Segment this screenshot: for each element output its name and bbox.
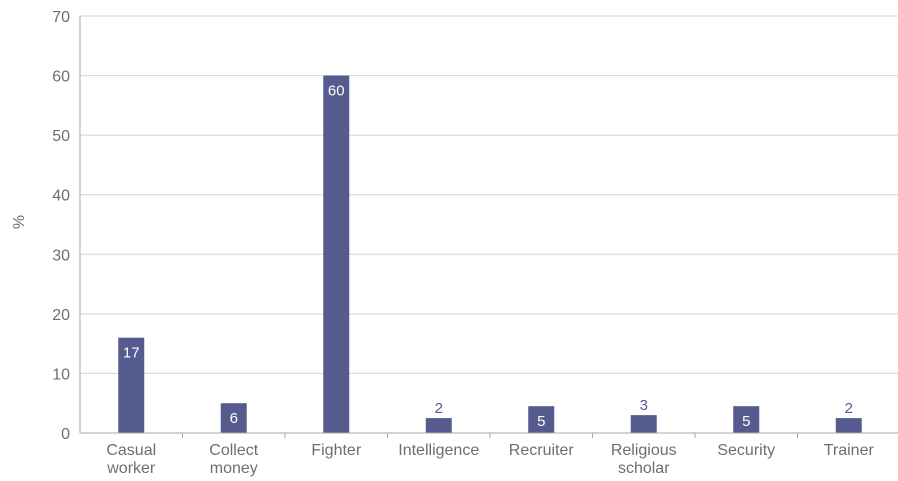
grid-lines xyxy=(80,15,898,374)
data-label: 5 xyxy=(742,413,750,430)
data-label: 2 xyxy=(435,400,443,417)
y-tick-label: 70 xyxy=(52,9,70,26)
x-tick-label: Recruiter xyxy=(509,442,575,459)
bar xyxy=(220,403,247,433)
x-tick-label: Religious scholar xyxy=(611,442,677,477)
bar xyxy=(528,406,555,433)
y-tick-label: 20 xyxy=(52,307,70,324)
bar xyxy=(733,406,760,433)
data-label: 60 xyxy=(328,83,345,100)
y-tick-label: 30 xyxy=(52,247,70,264)
x-tick-label: Security xyxy=(717,442,775,459)
bar xyxy=(425,418,452,433)
y-tick-label: 0 xyxy=(61,426,70,443)
y-tick-label: 50 xyxy=(52,128,70,145)
x-tick-label: Intelligence xyxy=(398,442,479,459)
data-label: 5 xyxy=(537,413,545,430)
y-axis-ticks: 0 10 20 30 40 50 60 70 xyxy=(52,9,70,443)
data-label: 17 xyxy=(123,345,140,362)
y-axis-title: % xyxy=(11,215,28,229)
x-tick-label: Collect money xyxy=(209,442,258,477)
bar xyxy=(835,418,862,433)
x-tick-label: Trainer xyxy=(824,442,875,459)
data-label: 2 xyxy=(845,400,853,417)
data-label: 3 xyxy=(640,397,648,414)
bar xyxy=(630,415,657,433)
y-tick-label: 40 xyxy=(52,188,70,205)
bar xyxy=(118,337,145,433)
y-tick-label: 10 xyxy=(52,366,70,383)
data-label: 6 xyxy=(230,410,238,427)
x-tick-label: Fighter xyxy=(311,442,361,459)
data-labels: 17 6 60 2 5 3 5 2 xyxy=(123,83,853,431)
bars xyxy=(118,75,862,434)
y-tick-label: 60 xyxy=(52,69,70,86)
x-axis-labels: Casual worker Collect money Fighter Intellige… xyxy=(106,433,875,477)
x-tick-label: Casual worker xyxy=(106,442,156,477)
bar xyxy=(323,75,350,434)
